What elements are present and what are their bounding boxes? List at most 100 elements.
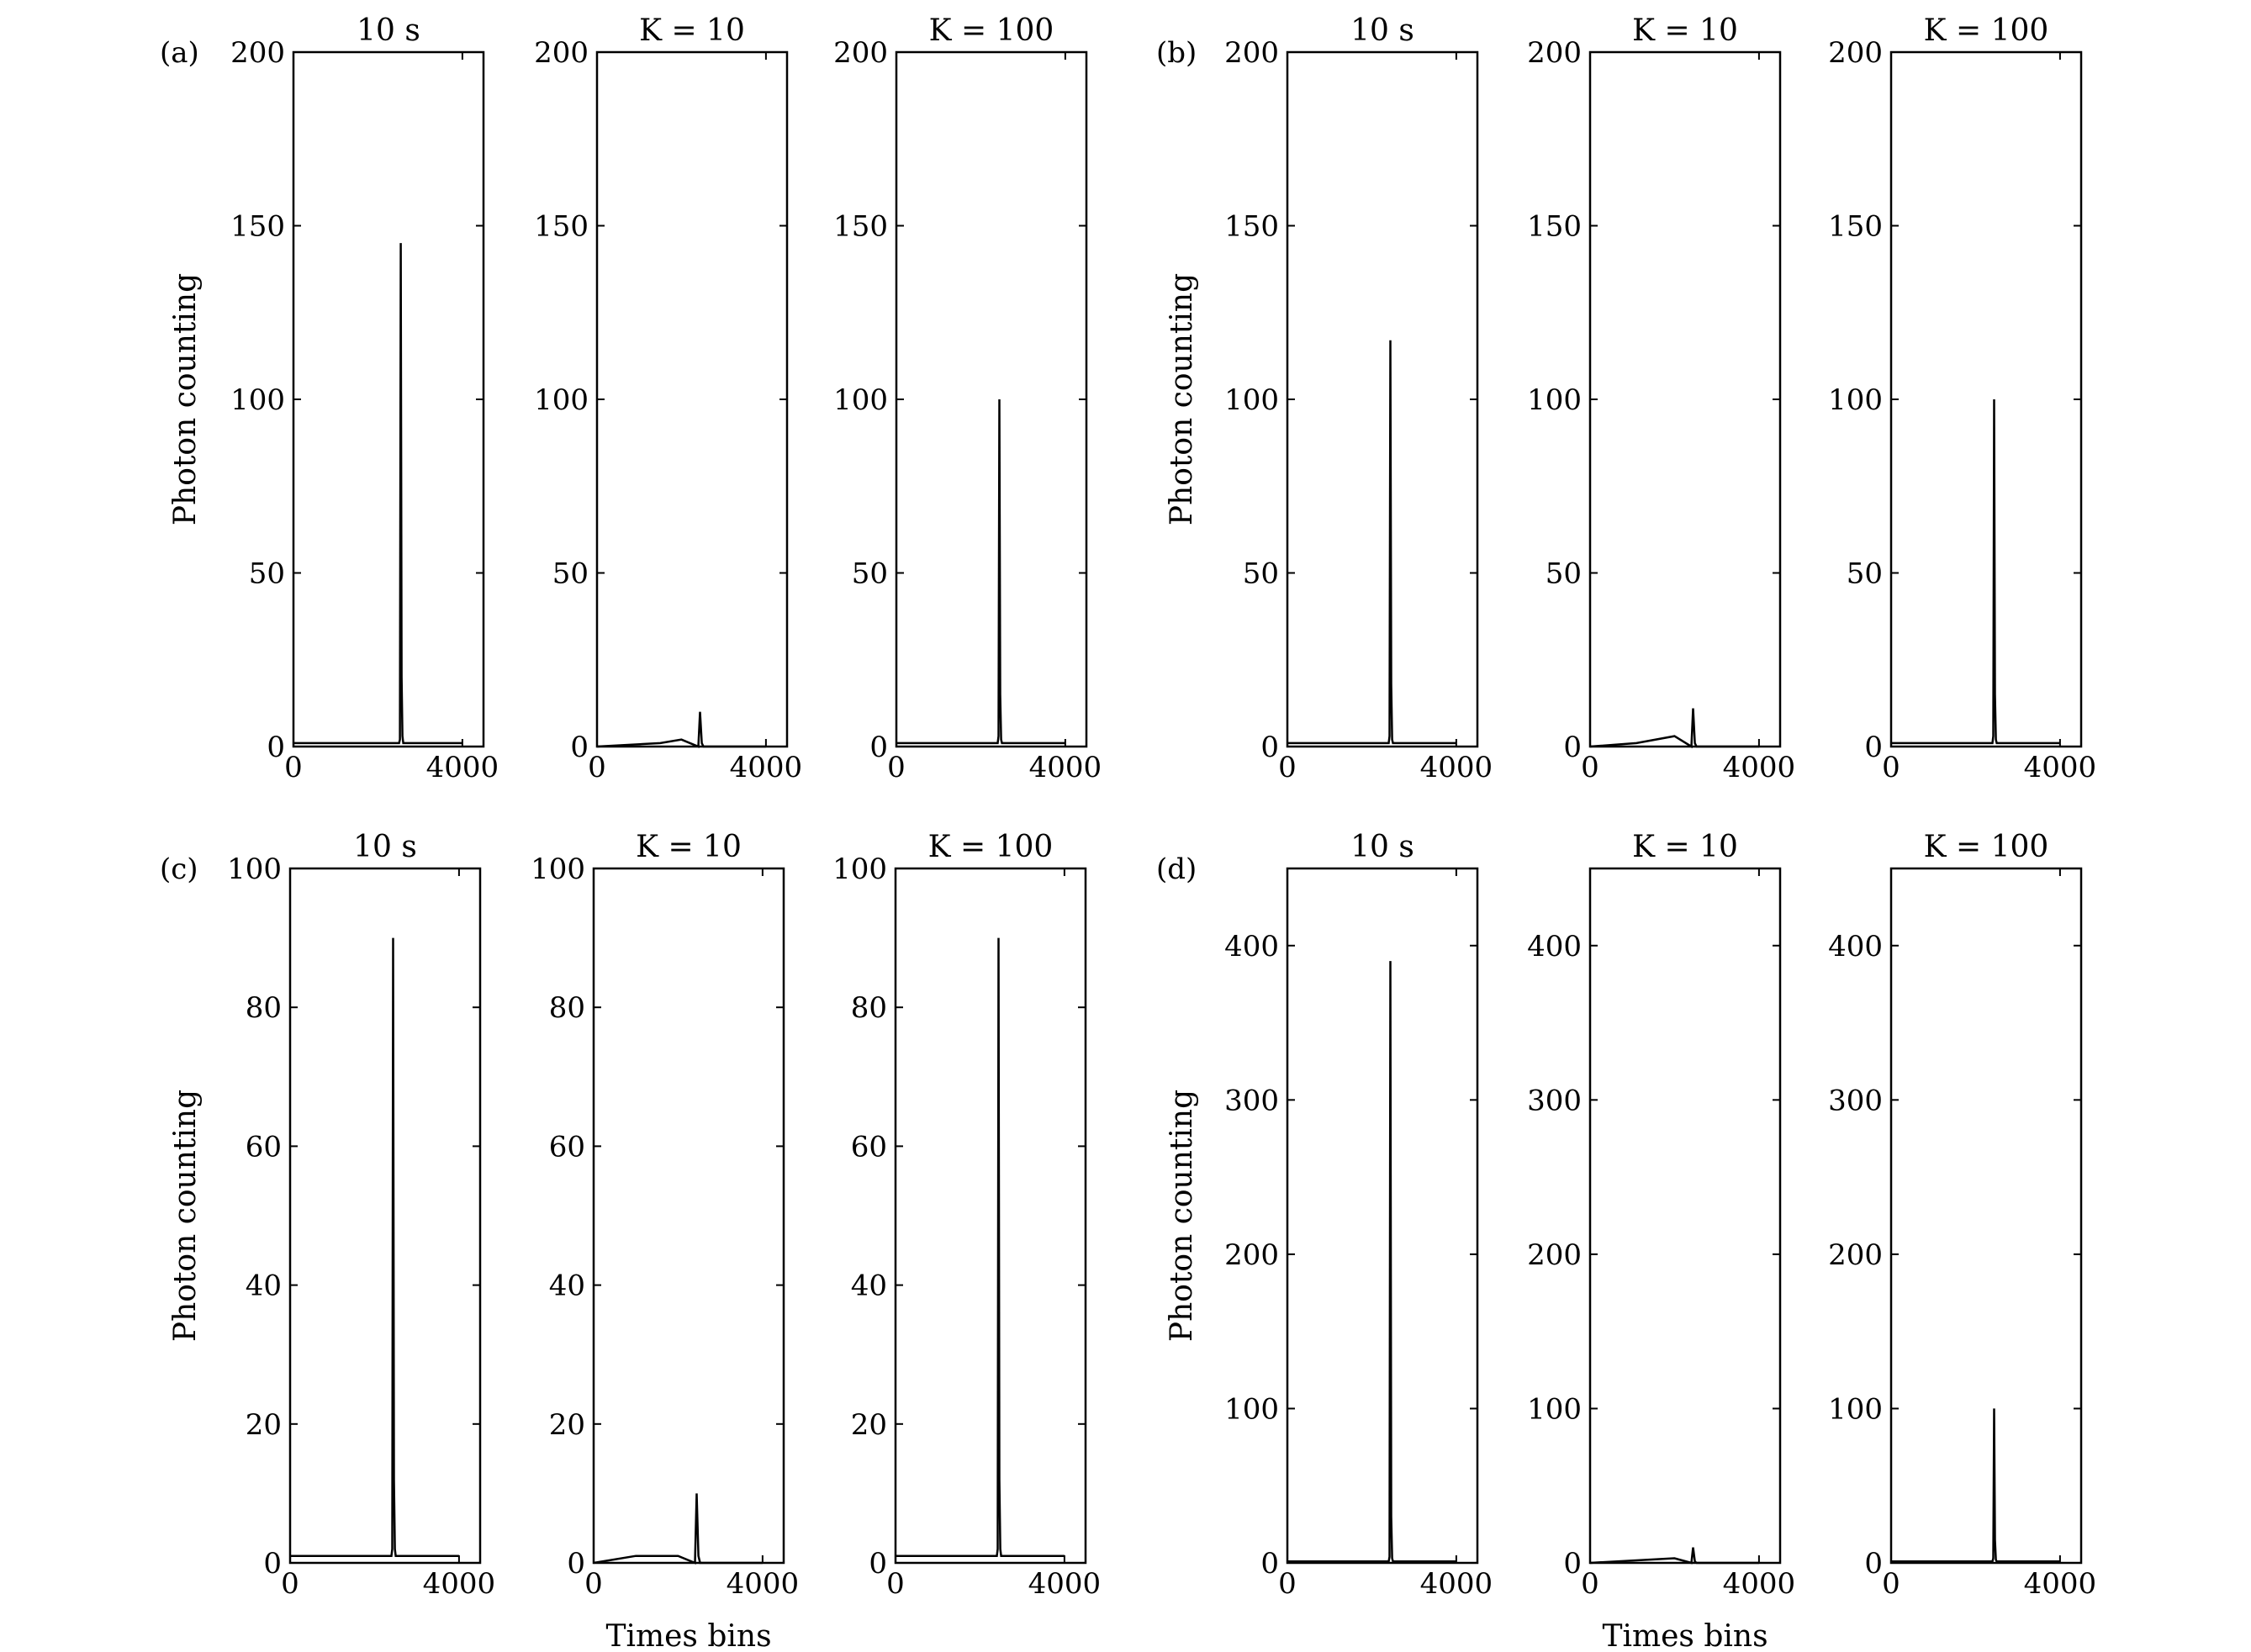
plot-frame [894, 867, 1087, 1565]
x-tick-label: 0 [886, 1567, 905, 1601]
y-tick-label: 0 [1260, 1547, 1279, 1581]
y-tick-label: 300 [1828, 1084, 1883, 1117]
series-line [1287, 961, 1456, 1563]
y-tick-label: 50 [1847, 557, 1883, 591]
x-axis-title: Times bins [605, 1619, 771, 1652]
x-tick-label: 4000 [1420, 1567, 1493, 1601]
x-tick-label: 4000 [1028, 1567, 1102, 1601]
series-line [1287, 340, 1456, 745]
subplot-b-3: 0 50 100 150 200 0 4000 K = 100 [1828, 13, 2096, 784]
y-tick-label: 200 [230, 36, 285, 70]
y-tick-label: 150 [1828, 210, 1883, 244]
y-tick-label: 0 [1563, 731, 1582, 764]
series-line [1891, 1408, 2060, 1563]
plot-frame [1889, 867, 2083, 1565]
x-tick-label: 4000 [1723, 751, 1796, 784]
y-tick-label: 150 [833, 210, 888, 244]
series-line [1589, 708, 1759, 749]
y-tick-label: 150 [230, 210, 285, 244]
subplot-title: K = 100 [929, 13, 1054, 48]
y-tick-label: 100 [1527, 1392, 1582, 1426]
subplot-title: K = 10 [636, 830, 742, 864]
y-tick-label: 60 [246, 1130, 282, 1164]
y-tick-label: 0 [1864, 1547, 1883, 1581]
plot-frame [288, 867, 482, 1565]
x-tick-label: 0 [1278, 751, 1297, 784]
y-tick-label: 200 [1828, 1238, 1883, 1272]
x-tick-label: 4000 [1420, 751, 1493, 784]
panel-label: (a) [160, 36, 199, 70]
y-tick-label: 100 [230, 383, 285, 417]
panel-label: (b) [1156, 36, 1197, 70]
x-tick-label: 0 [1882, 751, 1900, 784]
y-tick-label: 50 [249, 557, 285, 591]
y-tick-label: 0 [263, 1547, 282, 1581]
subplot-a-1: 0 50 100 150 200 0 4000 10 s (a) Photon counting [160, 13, 499, 784]
y-axis-title: Photon counting [168, 1090, 203, 1342]
y-tick-label: 300 [1527, 1084, 1582, 1117]
y-tick-label: 100 [1828, 383, 1883, 417]
subplot-b-2: 0 50 100 150 200 0 4000 K = 10 [1527, 13, 1795, 784]
y-tick-label: 0 [1563, 1547, 1582, 1581]
x-tick-label: 0 [1278, 1567, 1297, 1601]
panel-label: (c) [160, 852, 198, 886]
y-tick-label: 0 [570, 731, 589, 764]
y-tick-label: 20 [851, 1408, 887, 1442]
x-tick-label: 4000 [1723, 1567, 1796, 1601]
y-tick-label: 80 [246, 991, 282, 1025]
subplot-title: 10 s [1350, 13, 1414, 48]
series-line [293, 243, 462, 745]
plot-frame [292, 50, 485, 748]
subplot-title: K = 10 [1632, 830, 1738, 864]
y-axis-title: Photon counting [168, 273, 203, 525]
y-tick-label: 60 [851, 1130, 887, 1164]
y-tick-label: 40 [851, 1269, 887, 1303]
y-tick-label: 0 [567, 1547, 585, 1581]
y-axis-title: Photon counting [1165, 273, 1199, 525]
y-tick-label: 150 [1527, 210, 1582, 244]
y-tick-label: 20 [246, 1408, 282, 1442]
y-tick-label: 20 [549, 1408, 585, 1442]
x-tick-label: 4000 [2024, 1567, 2097, 1601]
y-tick-label: 200 [534, 36, 589, 70]
x-axis-title: Times bins [1602, 1619, 1768, 1652]
subplot-title: K = 100 [1924, 830, 2049, 864]
plot-frame [1286, 50, 1479, 748]
y-tick-label: 100 [531, 852, 585, 886]
plot-frame [592, 867, 785, 1565]
x-tick-label: 4000 [2024, 751, 2097, 784]
plot-frame [895, 50, 1088, 748]
x-tick-label: 4000 [426, 751, 499, 784]
x-tick-label: 4000 [730, 751, 803, 784]
y-tick-label: 0 [869, 731, 888, 764]
y-tick-label: 50 [1243, 557, 1279, 591]
x-tick-label: 0 [284, 751, 303, 784]
y-tick-label: 200 [1527, 36, 1582, 70]
y-axis-title: Photon counting [1165, 1090, 1199, 1342]
panel-label: (d) [1156, 852, 1197, 886]
y-tick-label: 400 [1527, 930, 1582, 963]
subplot-title: 10 s [353, 830, 417, 864]
y-tick-label: 100 [1828, 1392, 1883, 1426]
y-tick-label: 200 [1224, 36, 1279, 70]
y-tick-label: 0 [869, 1547, 887, 1581]
y-tick-label: 400 [1828, 930, 1883, 963]
y-tick-label: 80 [549, 991, 585, 1025]
x-tick-label: 0 [588, 751, 606, 784]
y-tick-label: 50 [852, 557, 888, 591]
subplot-c-3: 0 20 40 60 80 100 0 4000 K = 100 [832, 830, 1101, 1601]
x-tick-label: 0 [584, 1567, 603, 1601]
x-tick-label: 4000 [1029, 751, 1102, 784]
series-line [1589, 1547, 1759, 1565]
series-line [1891, 398, 2060, 745]
subplot-title: 10 s [1350, 830, 1414, 864]
y-tick-label: 0 [267, 731, 285, 764]
subplot-a-2: 0 50 100 150 200 0 4000 K = 10 [534, 13, 802, 784]
y-tick-label: 100 [534, 383, 589, 417]
y-tick-label: 200 [833, 36, 888, 70]
y-tick-label: 150 [1224, 210, 1279, 244]
x-tick-label: 4000 [727, 1567, 800, 1601]
